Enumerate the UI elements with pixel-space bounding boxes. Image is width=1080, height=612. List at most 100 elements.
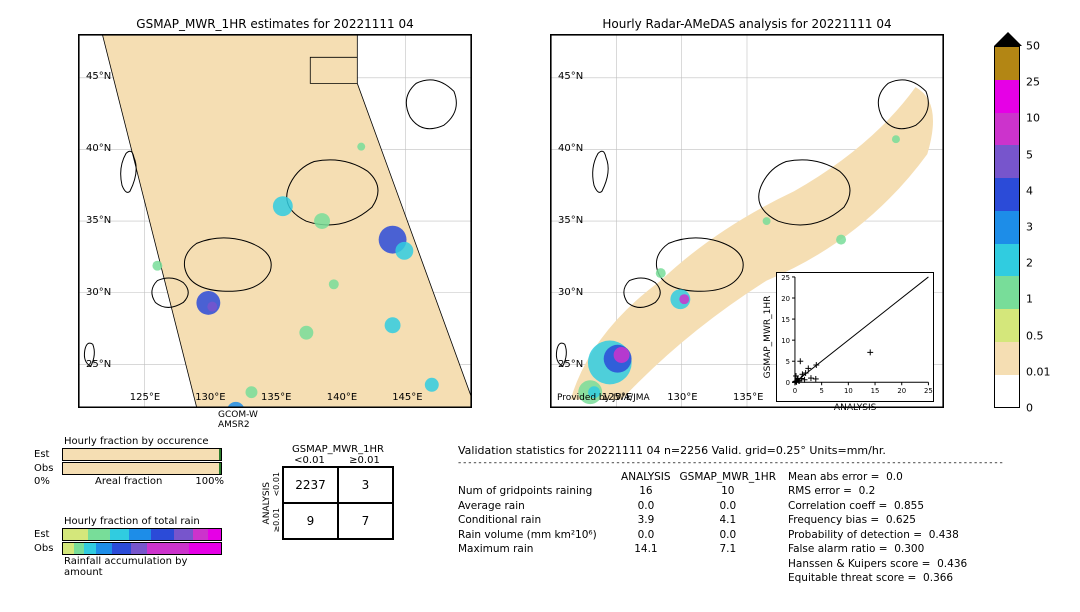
validation-metric-label: Correlation coeff = [788, 500, 887, 512]
map-ytick: 35°N [558, 215, 583, 226]
colorbar [994, 46, 1020, 408]
colorbar-segment [995, 178, 1019, 211]
validation-metric: Hanssen & Kuipers score = 0.436 [788, 558, 967, 570]
contingency-cell-00: 2237 [283, 467, 338, 503]
source-note-gsmap: GCOM-W AMSR2 [218, 410, 258, 430]
colorbar-segment [995, 244, 1019, 277]
colorbar-segment [995, 145, 1019, 178]
map-xtick: 125°E [130, 392, 160, 403]
validation-header-gsmap: GSMAP_MWR_1HR [680, 471, 776, 483]
contingency-row-label-0: <0.01 [272, 472, 282, 497]
colorbar-segment [995, 211, 1019, 244]
contingency-col-label-1: ≥0.01 [337, 455, 392, 466]
fraction-bar-segment [151, 529, 173, 540]
map-xtick: 140°E [327, 392, 357, 403]
validation-metric-value: 0.2 [859, 485, 876, 497]
contingency-cell-10: 9 [283, 503, 338, 539]
validation-metric-label: RMS error = [788, 485, 852, 497]
validation-metric: Probability of detection = 0.438 [788, 529, 967, 541]
colorbar-tick: 2 [1026, 257, 1033, 270]
validation-metric: RMS error = 0.2 [788, 485, 967, 497]
map-xtick: 125°E [602, 392, 632, 403]
fraction-bar-segment [74, 543, 83, 554]
validation-stats: Validation statistics for 20221111 04 n=… [458, 444, 1058, 587]
map-title-gsmap: GSMAP_MWR_1HR estimates for 20221111 04 [79, 17, 471, 31]
fraction-total-rain-title: Hourly fraction of total rain [64, 516, 224, 527]
validation-row-gsmap: 7.1 [680, 543, 776, 555]
validation-metric-label: Equitable threat score = [788, 572, 916, 584]
colorbar-segment [995, 80, 1019, 113]
fraction-bar [62, 462, 222, 475]
svg-text:5: 5 [820, 388, 824, 396]
validation-row-analysis: 16 [612, 485, 679, 497]
validation-row-label: Rain volume (mm km²10⁶) [458, 529, 612, 541]
colorbar-tick: 0.5 [1026, 329, 1044, 342]
colorbar-segment [995, 47, 1019, 80]
colorbar-segment [995, 113, 1019, 146]
map-xtick: 130°E [195, 392, 225, 403]
inset-scatter-svg: 05101520250510152025 [777, 273, 933, 400]
colorbar-tick: 10 [1026, 112, 1040, 125]
svg-text:0: 0 [793, 388, 797, 396]
colorbar-segment [995, 309, 1019, 342]
fraction-bar-segment [63, 463, 219, 474]
fraction-bar [62, 528, 222, 541]
fraction-bar-segment [88, 529, 110, 540]
svg-text:20: 20 [898, 388, 907, 396]
validation-row-analysis: 14.1 [612, 543, 679, 555]
validation-metric-value: 0.855 [894, 500, 924, 512]
inset-xlabel: ANALYSIS [834, 403, 876, 413]
validation-row: Average rain0.00.0 [458, 500, 776, 512]
validation-metric: False alarm ratio = 0.300 [788, 543, 967, 555]
validation-row-label: Maximum rain [458, 543, 612, 555]
validation-metric-value: 0.438 [929, 529, 959, 541]
validation-row-gsmap: 0.0 [680, 529, 776, 541]
map-ytick: 25°N [86, 359, 111, 370]
svg-text:15: 15 [871, 388, 880, 396]
fraction-bar-segment [110, 529, 129, 540]
validation-row: Conditional rain3.94.1 [458, 514, 776, 526]
colorbar-tick: 3 [1026, 221, 1033, 234]
validation-header-analysis: ANALYSIS [612, 471, 679, 483]
fraction-occurrence-block: Hourly fraction by occurence EstObs 0% A… [34, 436, 224, 488]
colorbar-segment [995, 276, 1019, 309]
validation-metric: Frequency bias = 0.625 [788, 514, 967, 526]
map-ytick: 30°N [86, 287, 111, 298]
svg-text:5: 5 [786, 359, 790, 367]
fraction-bar-segment [112, 543, 131, 554]
contingency-col-label-0: <0.01 [282, 455, 337, 466]
svg-text:0: 0 [786, 380, 790, 388]
fraction-bar-segment [147, 543, 190, 554]
map-ytick: 45°N [86, 71, 111, 82]
fraction-occurrence-rows: EstObs [34, 448, 224, 475]
fraction-bar-segment [219, 463, 221, 474]
validation-left-col: ANALYSISGSMAP_MWR_1HRNum of gridpoints r… [458, 468, 788, 587]
map-ytick: 40°N [558, 143, 583, 154]
fraction-row-label: Est [34, 529, 62, 540]
colorbar-over-triangle [994, 32, 1022, 46]
fraction-bar-segment [131, 543, 147, 554]
fraction-bar [62, 448, 222, 461]
map-xtick: 130°E [667, 392, 697, 403]
map-xtick: 135°E [261, 392, 291, 403]
validation-title: Validation statistics for 20221111 04 n=… [458, 444, 1058, 457]
contingency-table: GSMAP_MWR_1HR <0.01 ≥0.01 ANALYSIS <0.01… [262, 444, 394, 540]
contingency-col-header: GSMAP_MWR_1HR [282, 444, 394, 455]
fraction-bar-segment [63, 543, 74, 554]
validation-metric: Mean abs error = 0.0 [788, 471, 967, 483]
fraction-total-rain-footer: Rainfall accumulation by amount [64, 556, 224, 578]
source-note-line-b: AMSR2 [218, 420, 258, 430]
validation-right-col: Mean abs error = 0.0 RMS error = 0.2 Corre… [788, 468, 979, 587]
svg-text:10: 10 [844, 388, 853, 396]
fraction-bar-segment [193, 529, 209, 540]
colorbar-tick: 5 [1026, 148, 1033, 161]
source-note-line-a: GCOM-W [218, 410, 258, 420]
validation-metric-label: Probability of detection = [788, 529, 922, 541]
fraction-occurrence-axis-right: 100% [195, 476, 224, 487]
contingency-grid: 2237 3 9 7 [282, 466, 394, 540]
validation-metric-value: 0.300 [894, 543, 924, 555]
validation-row-label: Average rain [458, 500, 612, 512]
fraction-bar-segment [129, 529, 151, 540]
colorbar-tick: 1 [1026, 293, 1033, 306]
validation-metric-label: False alarm ratio = [788, 543, 888, 555]
